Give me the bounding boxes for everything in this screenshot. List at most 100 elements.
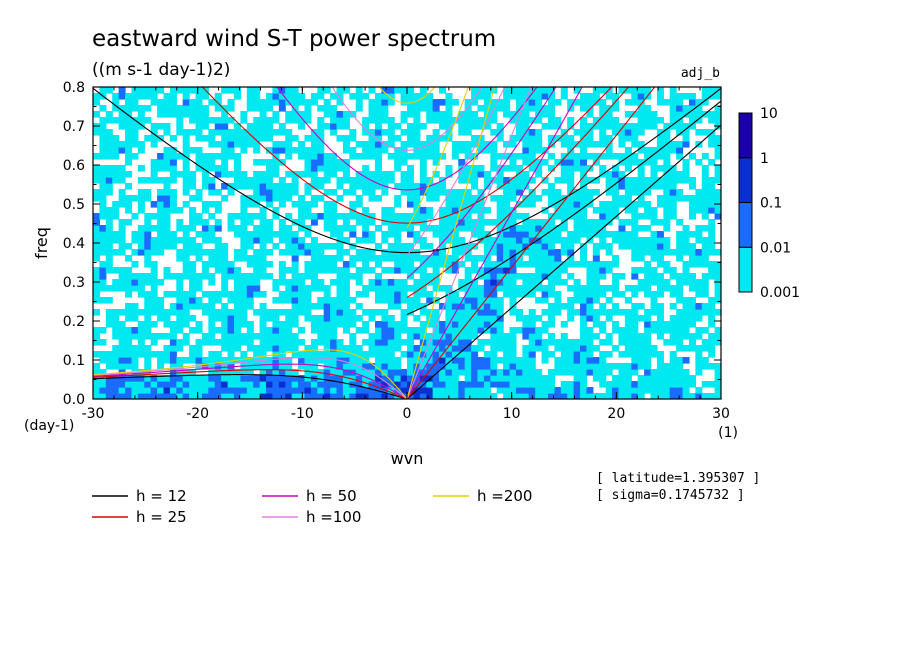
heatmap-cell <box>150 249 158 256</box>
heatmap-cell <box>362 393 370 399</box>
heatmap-cell <box>227 393 235 399</box>
heatmap-cell <box>150 129 158 136</box>
heatmap-cell <box>93 387 101 394</box>
heatmap-cell <box>458 351 466 358</box>
heatmap-cell <box>477 321 485 328</box>
heatmap-cell <box>342 375 350 382</box>
heatmap-cell <box>304 309 312 316</box>
heatmap-cell <box>471 141 479 148</box>
heatmap-cell <box>118 93 126 100</box>
heatmap-cell <box>195 393 203 399</box>
heatmap-cell <box>169 237 177 244</box>
heatmap-cell <box>573 231 581 238</box>
heatmap-cell <box>137 333 145 340</box>
heatmap-cell <box>592 321 600 328</box>
heatmap-cell <box>439 363 447 370</box>
heatmap-cell <box>182 201 190 208</box>
heatmap-cell <box>342 225 350 232</box>
heatmap-cell <box>573 201 581 208</box>
heatmap-cell <box>490 249 498 256</box>
heatmap-cell <box>663 381 671 388</box>
heatmap-cell <box>419 285 427 292</box>
heatmap-cell <box>503 363 511 370</box>
heatmap-cell <box>227 213 235 220</box>
heatmap-cell <box>483 207 491 214</box>
heatmap-cell <box>663 147 671 154</box>
heatmap-cell <box>708 339 716 346</box>
heatmap-cell <box>573 309 581 316</box>
heatmap-cell <box>278 387 286 394</box>
heatmap-cell <box>304 297 312 304</box>
heatmap-cell <box>208 261 216 268</box>
heatmap-cell <box>362 351 370 358</box>
heatmap-cell <box>182 189 190 196</box>
heatmap-cell <box>496 369 504 376</box>
heatmap-cell <box>336 315 344 322</box>
heatmap-cell <box>682 231 690 238</box>
y-tick-label: 0.2 <box>63 314 85 330</box>
heatmap-cell <box>93 243 101 250</box>
mrg-curve-h100 <box>406 87 506 256</box>
heatmap-cell <box>592 117 600 124</box>
heatmap-cell <box>535 171 543 178</box>
heatmap-cell <box>688 303 696 310</box>
heatmap-cell <box>233 273 241 280</box>
heatmap-cell <box>688 183 696 190</box>
heatmap-cell <box>631 189 639 196</box>
heatmap-cell <box>227 321 235 328</box>
heatmap-cell <box>509 165 517 172</box>
heatmap-cell <box>445 285 453 292</box>
heatmap-cell <box>407 135 415 142</box>
heatmap-cell <box>650 267 658 274</box>
heatmap-cell <box>323 297 331 304</box>
heatmap-cell <box>445 297 453 304</box>
heatmap-cell <box>400 243 408 250</box>
heatmap-cell <box>624 237 632 244</box>
heatmap-cell <box>631 111 639 118</box>
heatmap-cell <box>708 189 716 196</box>
heatmap-cell <box>298 279 306 286</box>
heatmap-cell <box>573 159 581 166</box>
heatmap-cell <box>310 135 318 142</box>
heatmap-cell <box>233 303 241 310</box>
heatmap-cell <box>560 303 568 310</box>
heatmap-cell <box>573 339 581 346</box>
heatmap-cell <box>278 219 286 226</box>
heatmap-cell <box>567 339 575 346</box>
heatmap-cell <box>195 255 203 262</box>
heatmap-cell <box>387 243 395 250</box>
heatmap-cell <box>336 273 344 280</box>
heatmap-cell <box>464 357 472 364</box>
heatmap-cell <box>150 135 158 142</box>
heatmap-cell <box>349 393 357 399</box>
heatmap-cell <box>131 303 139 310</box>
heatmap-cell <box>644 189 652 196</box>
heatmap-cell <box>394 375 402 382</box>
heatmap-cell <box>310 315 318 322</box>
heatmap-cell <box>650 153 658 160</box>
heatmap-cell <box>246 99 254 106</box>
heatmap-cell <box>336 381 344 388</box>
heatmap-cell <box>656 279 664 286</box>
heatmap-cell <box>669 393 677 399</box>
heatmap-cell <box>426 195 434 202</box>
heatmap-cell <box>374 93 382 100</box>
heatmap-cell <box>125 123 133 130</box>
heatmap-cell <box>112 393 120 399</box>
heatmap-cell <box>304 213 312 220</box>
heatmap-cell <box>503 369 511 376</box>
heatmap-cell <box>253 249 261 256</box>
heatmap-cell <box>349 333 357 340</box>
heatmap-cell <box>182 357 190 364</box>
heatmap-cell <box>304 351 312 358</box>
heatmap-cell <box>445 303 453 310</box>
heatmap-cell <box>637 147 645 154</box>
heatmap-cell <box>471 135 479 142</box>
heatmap-cell <box>503 153 511 160</box>
heatmap-cell <box>419 213 427 220</box>
heatmap-cell <box>266 369 274 376</box>
heatmap-cell <box>567 99 575 106</box>
heatmap-cell <box>195 339 203 346</box>
heatmap-cell <box>169 381 177 388</box>
